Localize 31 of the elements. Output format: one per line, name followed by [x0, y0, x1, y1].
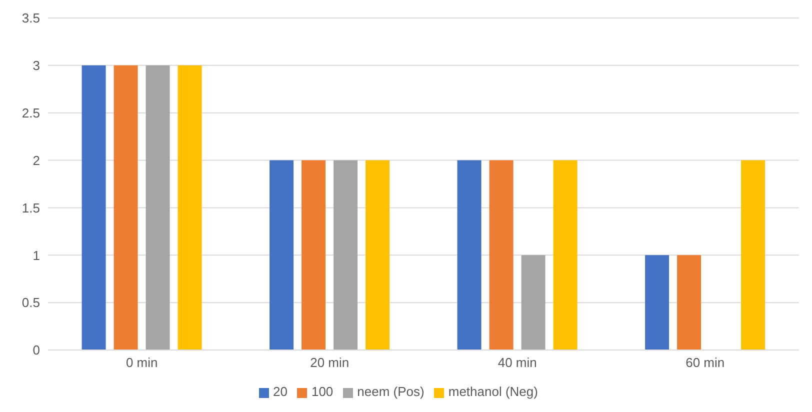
bar: [366, 160, 390, 350]
x-tick-label: 60 min: [686, 355, 725, 370]
bar: [521, 255, 546, 350]
bar: [178, 65, 202, 350]
bar: [677, 255, 702, 350]
y-tick-label: 3: [32, 58, 40, 74]
x-tick-label: 20 min: [310, 355, 350, 370]
bar: [489, 160, 514, 350]
legend-label: neem (Pos): [357, 384, 424, 399]
y-tick-label: 2: [32, 152, 40, 168]
y-tick-label: 2.5: [22, 105, 40, 120]
legend-label: methanol (Neg): [448, 384, 538, 399]
bar: [114, 65, 138, 350]
bar: [270, 160, 294, 350]
y-tick-label: 1.5: [22, 200, 40, 216]
x-tick-label: 0 min: [126, 355, 158, 370]
y-tick-label: 0: [32, 342, 40, 358]
y-tick-label: 3.5: [22, 10, 40, 26]
x-tick-label: 40 min: [498, 355, 537, 370]
legend-label: 100: [311, 384, 334, 399]
bar: [302, 160, 326, 350]
bar: [645, 255, 670, 350]
bar: [334, 160, 358, 350]
bar: [553, 160, 578, 350]
legend-label: 20: [273, 384, 288, 399]
y-tick-label: 1: [32, 248, 40, 263]
y-tick-label: 0.5: [22, 295, 40, 310]
bar: [741, 160, 766, 350]
bar: [82, 65, 106, 350]
bar: [457, 160, 482, 350]
bar: [146, 65, 170, 350]
